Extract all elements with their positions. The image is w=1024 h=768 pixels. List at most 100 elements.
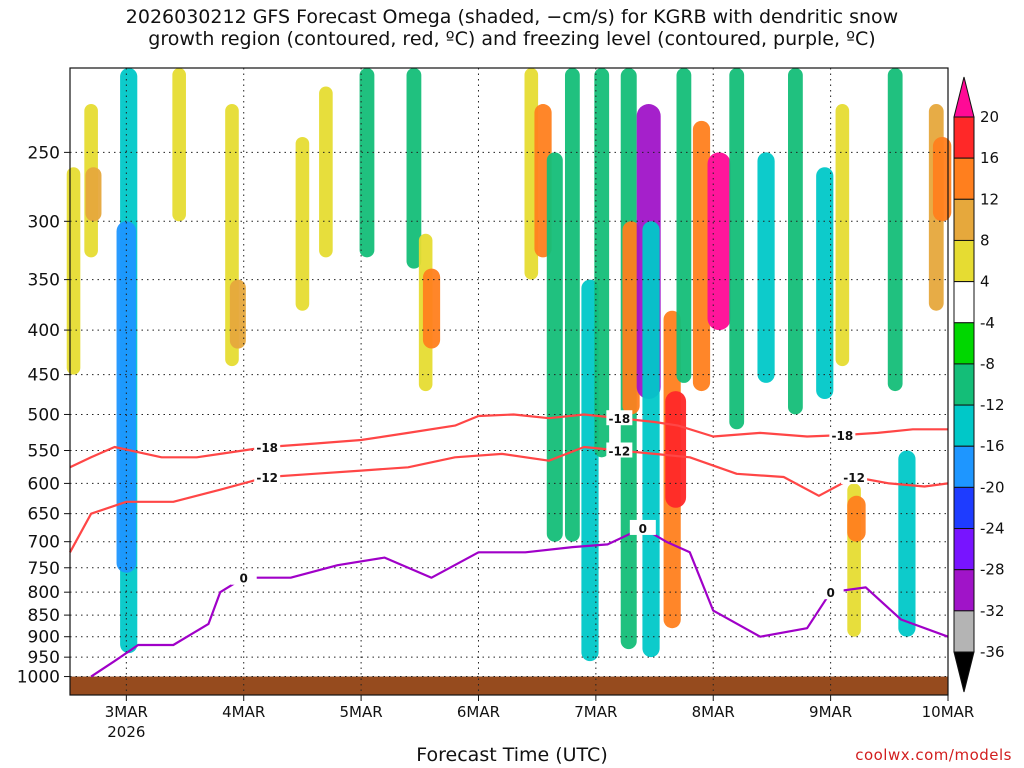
colorbar-label-3: 8 (980, 231, 990, 249)
y-tick-label-700: 700 (28, 533, 60, 553)
x-tick-label-3MAR: 3MAR (105, 703, 148, 721)
contour-label-bg-freezing_0-1 (629, 519, 656, 535)
colorbar-label-4: 4 (980, 273, 990, 291)
colorbar-label-12: -32 (980, 602, 1005, 620)
colorbar-segment-4 (953, 281, 975, 324)
omega-cell-4 (116, 221, 137, 573)
omega-cell-7 (229, 279, 246, 349)
omega-cell-5 (172, 68, 186, 222)
contour-label-bg-dgz_-18-1 (606, 410, 633, 426)
omega-cell-11 (406, 68, 422, 269)
y-tick-label-550: 550 (28, 442, 60, 462)
omega-shading (66, 68, 952, 662)
chart-title-line-2: growth region (contoured, red, ºC) and f… (148, 28, 876, 50)
colorbar-segment-11 (953, 569, 975, 612)
colorbar-segment-5 (953, 322, 975, 365)
colorbar-label-8: -16 (980, 437, 1005, 455)
contour-label-freezing_0-1: 0 (639, 522, 647, 536)
omega-cell-28 (707, 152, 731, 331)
colorbar-segment-9 (953, 486, 975, 530)
x-tick-sublabel-3MAR: 2026 (107, 723, 145, 741)
y-tick-label-300: 300 (28, 212, 60, 232)
omega-cell-2 (66, 167, 81, 375)
contour-label-dgz_-12-0: -12 (256, 471, 278, 485)
credit-link[interactable]: coolwx.com/models (855, 746, 1012, 764)
colorbar-segment-2 (953, 198, 975, 241)
x-tick-label-4MAR: 4MAR (222, 703, 265, 721)
y-tick-label-350: 350 (28, 271, 60, 291)
y-tick-label-1000: 1000 (17, 668, 60, 688)
time-axis: 3MAR 2026 4MAR 5MAR 6MAR 7MAR 8MAR 9MAR 10MAR (105, 695, 975, 741)
colorbar-segment-0 (953, 116, 975, 159)
contour-label-bg-freezing_0-2 (817, 584, 844, 600)
terrain-layer (70, 676, 948, 695)
contour-label-bg-dgz_-18-2 (829, 427, 856, 443)
omega-cell-10 (359, 68, 375, 258)
plot-frame (69, 67, 949, 696)
x-tick-label-5MAR: 5MAR (340, 703, 383, 721)
omega-cell-8 (295, 136, 310, 311)
colorbar-label-2: 12 (980, 190, 999, 208)
colorbar: 20 16 12 8 4 -4 -8 -12 -16 -20 -24 -28 -32 -36 (953, 76, 1005, 693)
colorbar-segment-7 (953, 404, 975, 447)
contour-label-bg-dgz_-18-0 (254, 439, 281, 455)
colorbar-segment-10 (953, 528, 975, 571)
omega-cell-13 (422, 268, 441, 349)
colorbar-segment-1 (953, 157, 975, 200)
colorbar-label-9: -20 (980, 478, 1005, 496)
contour-dgz_-18 (69, 413, 948, 469)
omega-cell-19 (594, 68, 610, 458)
x-axis-title: Forecast Time (UTC) (416, 744, 608, 766)
colorbar-segment-6 (953, 363, 975, 406)
omega-cell-18 (581, 279, 599, 662)
contour-freezing_0 (90, 526, 949, 678)
omega-cell-37 (898, 450, 916, 637)
y-tick-label-450: 450 (28, 366, 60, 386)
colorbar-label-13: -36 (980, 643, 1005, 661)
y-tick-label-650: 650 (28, 505, 60, 525)
colorbar-bottom-triangle (953, 651, 975, 693)
contour-label-dgz_-12-2: -12 (843, 471, 865, 485)
colorbar-label-6: -8 (980, 355, 995, 373)
terrain-fill (70, 676, 948, 695)
grid-lines (70, 68, 949, 695)
contour-label-dgz_-18-1: -18 (608, 412, 630, 426)
omega-cell-32 (816, 167, 834, 400)
omega-cell-25 (665, 391, 687, 508)
y-tick-label-800: 800 (28, 583, 60, 603)
contour-label-bg-freezing_0-0 (230, 569, 257, 585)
colorbar-label-7: -12 (980, 396, 1005, 414)
y-tick-label-950: 950 (28, 648, 60, 668)
omega-cell-35 (847, 495, 866, 542)
x-tick-label-10MAR: 10MAR (922, 703, 975, 721)
y-tick-label-250: 250 (28, 143, 60, 163)
omega-cell-23 (642, 221, 660, 658)
colorbar-segment-8 (953, 445, 975, 488)
contour-label-freezing_0-0: 0 (240, 572, 248, 586)
colorbar-label-11: -28 (980, 561, 1005, 579)
omega-cell-21 (622, 221, 640, 415)
contour-dgz_-12 (69, 445, 949, 553)
y-tick-label-850: 850 (28, 606, 60, 626)
omega-cell-29 (729, 68, 745, 430)
colorbar-label-10: -24 (980, 520, 1005, 538)
contour-label-bg-dgz_-12-1 (606, 442, 633, 458)
omega-cell-39 (932, 136, 952, 222)
omega-cell-9 (319, 86, 333, 258)
colorbar-label-0: 20 (980, 108, 999, 126)
contour-label-freezing_0-2: 0 (826, 586, 834, 600)
omega-cell-16 (546, 152, 563, 542)
contour-label-dgz_-18-2: -18 (832, 429, 854, 443)
omega-cell-26 (676, 68, 692, 383)
colorbar-label-5: -4 (980, 314, 995, 332)
contour-label-dgz_-12-1: -12 (608, 445, 630, 459)
omega-cell-33 (835, 104, 850, 367)
omega-cell-27 (692, 120, 711, 392)
contour-lines: -18 -18 -18 -12 -12 -12 0 0 0 (69, 410, 949, 678)
y-tick-label-900: 900 (28, 628, 60, 648)
omega-cell-31 (788, 68, 803, 415)
chart-title-line-1: 2026030212 GFS Forecast Omega (shaded, −… (125, 6, 899, 28)
x-tick-label-8MAR: 8MAR (692, 703, 735, 721)
chart-title: 2026030212 GFS Forecast Omega (shaded, −… (0, 6, 1024, 50)
